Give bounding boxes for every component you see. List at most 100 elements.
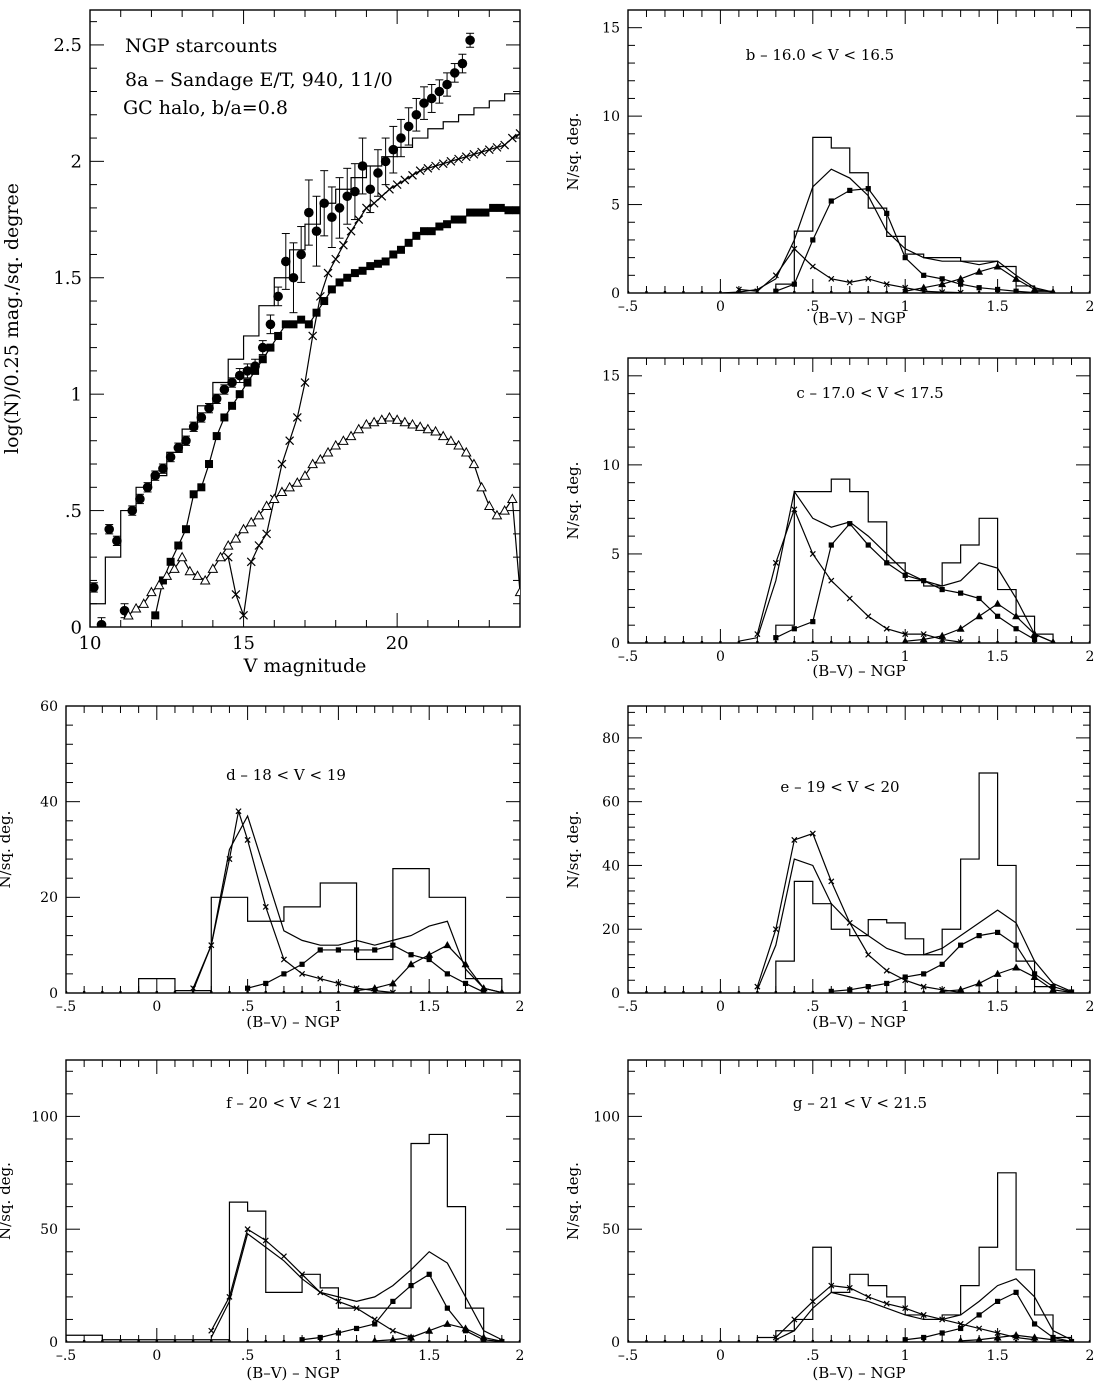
y-axis-label: N/sq. deg. [564,113,582,191]
data-point [207,563,219,573]
data-point [346,226,356,236]
baseline-dot [940,990,944,993]
y-tick-label: 15 [602,369,620,385]
data-point [315,291,325,301]
data-point [976,595,982,602]
data-point [223,552,233,562]
x-tick-label: 1 [334,1348,343,1364]
y-axis-label: N/sq. deg. [0,811,14,889]
baseline-dot [628,990,630,993]
series-line [192,814,502,993]
data-point [265,319,276,330]
data-point [920,983,927,990]
data-point [431,161,440,171]
data-point [277,459,287,469]
data-point [335,980,342,987]
series-line [905,1291,1072,1342]
series-4 [938,963,1075,993]
data-point [372,1321,378,1327]
baseline-dot [977,290,981,293]
y-tick-label: 15 [602,21,620,37]
data-point [208,1327,215,1334]
y-tick-label: 5 [611,197,620,213]
data-point [443,1319,452,1327]
data-point [995,1298,1001,1304]
x-tick-label: .5 [241,1348,254,1364]
data-point [317,1289,324,1296]
data-point [358,266,367,275]
baseline-dot [246,1339,249,1342]
baseline-dot [300,990,304,993]
data-point [304,207,314,218]
y-tick-label: 50 [602,1222,620,1238]
data-point [199,574,211,585]
x-tick-label: 1 [901,1348,910,1364]
baseline-dot [1051,640,1055,643]
data-point [226,856,233,863]
y-tick-label: 0 [611,986,620,1002]
baseline-dot [427,1339,431,1342]
data-point [392,180,402,190]
data-point [169,563,180,573]
baseline-dot [977,990,981,993]
baseline-dot [1088,290,1090,293]
series-line [210,1228,412,1339]
baseline-dot [518,1339,520,1342]
data-point [846,919,853,926]
data-point [514,586,520,597]
data-point [426,1271,432,1277]
y-tick-label: 10 [602,458,620,474]
data-point [1013,942,1019,948]
baseline-dot [482,1339,485,1342]
x-tick-label: 2 [1086,1348,1095,1364]
data-point [389,1335,397,1342]
x-tick-label: –.5 [56,999,76,1015]
baseline-dot [682,1339,685,1342]
data-point [317,1334,323,1341]
data-point [299,1337,305,1342]
baseline-dot [82,1339,86,1342]
data-point [230,532,242,543]
data-point [426,956,432,963]
baseline-dot [940,1339,944,1342]
data-point [1013,1289,1019,1295]
baseline-dot [885,640,889,643]
data-point [299,961,305,967]
x-tick-label: .5 [806,299,819,315]
data-point [975,612,984,620]
x-tick-label: 1 [901,299,910,315]
baseline-dot [228,990,231,993]
series-4 [352,941,505,993]
data-point [257,342,268,353]
y-tick-label: 0 [49,986,58,1002]
x-tick-label: .5 [241,999,254,1015]
baseline-dot [811,1339,815,1342]
baseline-dot [811,640,815,643]
data-point [772,926,779,933]
data-point [138,598,150,608]
data-point [112,536,122,546]
data-point [300,378,310,387]
data-point [939,1316,946,1323]
x-tick-label: 2 [516,1348,525,1364]
data-point [791,836,798,843]
baseline-dot [1070,990,1073,993]
data-point [865,984,871,990]
baseline-dot [756,1339,759,1342]
baseline-dot [628,640,630,643]
data-point [449,68,460,78]
y-tick-label: 60 [40,699,58,715]
baseline-dot [959,1339,962,1342]
baseline-dot [866,290,870,293]
baseline-dot [903,990,907,993]
panel-annotation: f – 20 < V < 21 [226,1094,342,1112]
data-point [957,1320,964,1327]
data-point [828,1282,835,1289]
data-point [373,168,383,178]
data-point [400,175,410,185]
baseline-dot [922,290,925,293]
data-point [130,602,142,613]
series-1 [90,90,520,627]
